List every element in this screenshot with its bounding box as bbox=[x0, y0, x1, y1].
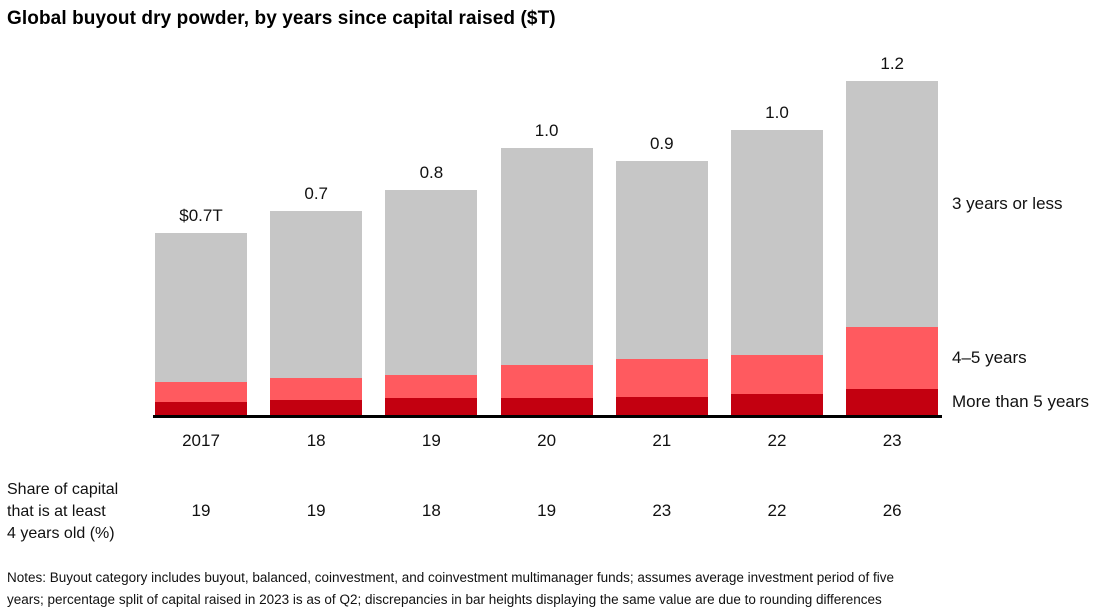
share-value-21: 23 bbox=[652, 501, 672, 520]
bar-19-segment-4-5-years bbox=[385, 374, 478, 399]
legend-4-5-years: 4–5 years bbox=[952, 347, 1027, 367]
bar-18-segment-3-years-or-less bbox=[270, 210, 363, 378]
bar-18-total-label: 0.7 bbox=[304, 183, 328, 203]
bar-21-segment-4-5-years bbox=[615, 358, 708, 397]
x-label-23: 23 bbox=[882, 431, 902, 450]
bar-21-segment-3-years-or-less bbox=[615, 160, 708, 359]
share-row-label-line: Share of capital bbox=[7, 481, 119, 498]
share-value-18: 19 bbox=[306, 501, 326, 520]
notes-line: Notes: Buyout category includes buyout, … bbox=[7, 570, 894, 585]
bar-19-total-label: 0.8 bbox=[419, 163, 444, 183]
bar-19-segment-more-than-5-years bbox=[385, 398, 478, 415]
bar-2017-segment-more-than-5-years bbox=[155, 401, 247, 415]
bar-19-segment-3-years-or-less bbox=[385, 190, 478, 375]
x-label-20: 20 bbox=[537, 431, 557, 450]
share-value-20: 19 bbox=[537, 501, 557, 520]
notes-line: years; percentage split of capital raise… bbox=[7, 591, 882, 607]
bar-2017-segment-3-years-or-less bbox=[155, 232, 247, 382]
bar-20-segment-3-years-or-less bbox=[500, 147, 593, 365]
bar-18-segment-more-than-5-years bbox=[270, 399, 363, 415]
x-axis-line bbox=[153, 415, 942, 418]
legend-more-than-5-years: More than 5 years bbox=[952, 391, 1090, 411]
bar-23-segment-more-than-5-years bbox=[846, 388, 939, 415]
x-label-2017: 2017 bbox=[182, 431, 220, 450]
bar-23-total-label: 1.2 bbox=[880, 53, 904, 73]
notes: Notes: Buyout category includes buyout, … bbox=[7, 567, 1109, 610]
bar-20-segment-more-than-5-years bbox=[500, 398, 593, 415]
share-value-23: 26 bbox=[882, 501, 902, 520]
bar-2017-segment-4-5-years bbox=[155, 381, 247, 402]
bar-21-segment-more-than-5-years bbox=[615, 396, 708, 415]
bar-18-segment-4-5-years bbox=[270, 378, 363, 400]
share-row-label-line: that is at least bbox=[7, 503, 106, 520]
bar-2017-total-label: $0.7T bbox=[179, 205, 223, 225]
share-value-2017: 19 bbox=[191, 501, 211, 520]
bar-22-total-label: 1.0 bbox=[765, 103, 789, 123]
share-row-label-line: 4 years old (%) bbox=[7, 525, 115, 542]
share-row-label: Share of capital that is at least 4 year… bbox=[7, 479, 118, 545]
share-value-19: 18 bbox=[421, 501, 441, 520]
bar-23-segment-4-5-years bbox=[846, 326, 939, 389]
bar-20-segment-4-5-years bbox=[500, 364, 593, 399]
bar-23-segment-3-years-or-less bbox=[846, 80, 939, 327]
bar-20-total-label: 1.0 bbox=[534, 120, 559, 140]
x-label-22: 22 bbox=[767, 431, 787, 450]
x-label-19: 19 bbox=[421, 431, 441, 450]
share-value-22: 22 bbox=[767, 501, 787, 520]
x-label-18: 18 bbox=[306, 431, 326, 450]
x-label-21: 21 bbox=[652, 431, 672, 450]
legend-3-years-or-less: 3 years or less bbox=[952, 193, 1063, 213]
chart-title: Global buyout dry powder, by years since… bbox=[7, 8, 556, 29]
bar-21-total-label: 0.9 bbox=[649, 133, 674, 153]
bar-22-segment-4-5-years bbox=[731, 354, 823, 394]
bar-22-segment-more-than-5-years bbox=[731, 393, 823, 415]
bar-22-segment-3-years-or-less bbox=[731, 130, 823, 355]
